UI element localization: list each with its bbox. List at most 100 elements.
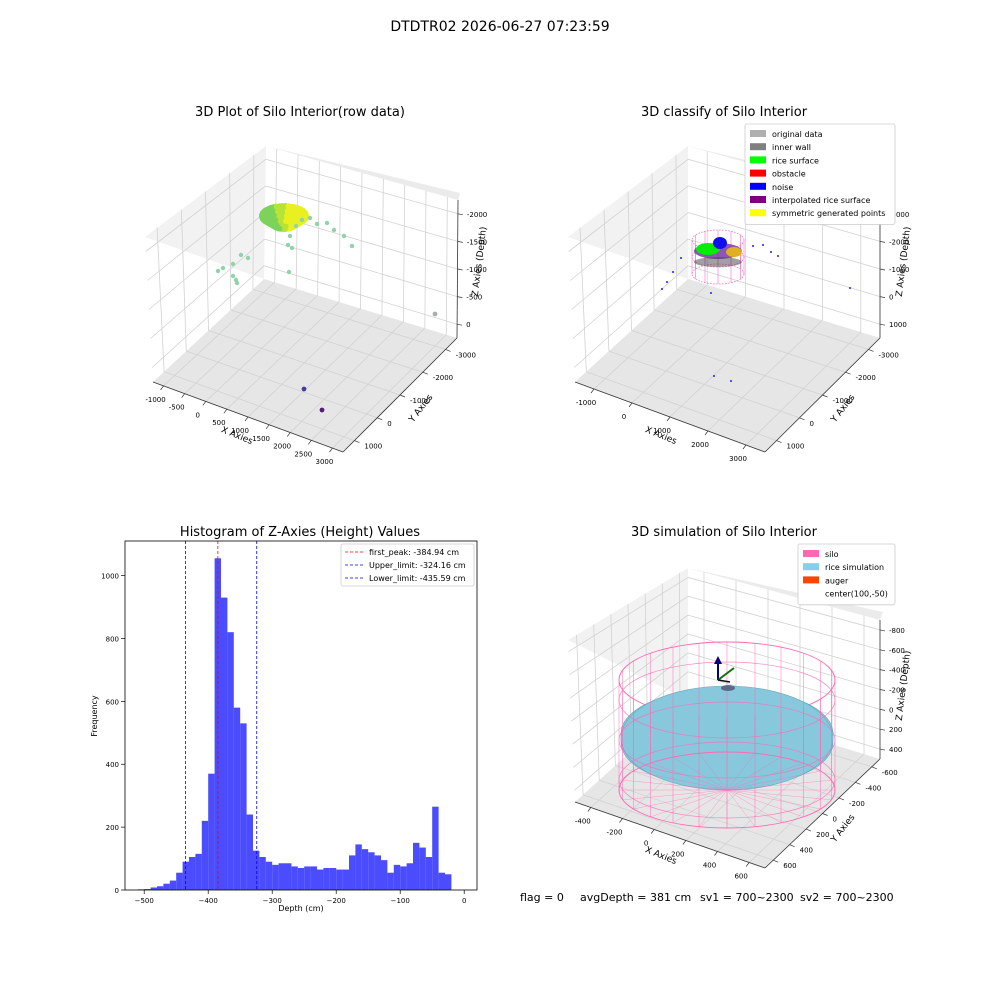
floor-pane [153, 279, 457, 452]
x-tick [704, 430, 709, 436]
histogram-bar [144, 889, 151, 890]
left-pane [568, 568, 688, 700]
simulation-surface [618, 641, 836, 829]
x-tick [745, 862, 750, 867]
legend-swatch [803, 576, 819, 584]
histogram-bar [438, 872, 445, 890]
y-tick [399, 394, 406, 398]
histogram-bar [413, 842, 420, 890]
x-tick [202, 401, 207, 406]
histogram-bar [304, 866, 311, 890]
histogram-bar [253, 850, 260, 890]
silo-floor-spoke [726, 762, 804, 791]
x-tick [682, 840, 687, 845]
x-tick-label: −100 [391, 897, 410, 905]
z-tick [879, 709, 886, 711]
data-point [302, 211, 309, 218]
x-tick [666, 416, 671, 422]
y-grid [230, 309, 423, 373]
z-grid [569, 595, 689, 676]
y-tick-label: 400 [800, 847, 813, 855]
y-tick-label: 1000 [101, 573, 119, 581]
x-tick [628, 402, 633, 408]
legend-label: original data [772, 130, 823, 139]
legend-label: rice simulation [825, 563, 884, 572]
data-point [301, 386, 307, 392]
silo-floor-spoke [622, 779, 728, 791]
x-tick [742, 444, 747, 450]
x-tick-label: −300 [263, 897, 282, 905]
histogram-bar [374, 855, 381, 890]
y-tick-label: -3000 [879, 351, 899, 359]
classify3d-legend: original data inner wall rice surface obsta… [744, 123, 896, 225]
inner-wall [694, 257, 742, 267]
x-tick-label: -400 [575, 818, 591, 826]
silo-floor-spoke [650, 789, 728, 818]
histogram-bar [208, 773, 215, 890]
z-tick-label: 0 [889, 294, 893, 302]
silo-floor-spoke [726, 779, 832, 791]
chart-title: 3D Plot of Silo Interior(row data) [195, 105, 405, 120]
z-tick-label: -600 [889, 647, 905, 655]
z-grid [687, 577, 881, 631]
histogram-bar [201, 820, 209, 890]
histogram-bar [278, 863, 285, 890]
z-tick-label: -1500 [467, 238, 487, 246]
histogram-bar [368, 852, 375, 890]
raw3d-axes: -1000-50005001000150020002500300010000-1… [145, 146, 489, 466]
y-tick [822, 813, 828, 816]
histogram-bar [233, 707, 241, 890]
histogram-bar [240, 723, 247, 890]
legend-label: first_peak: -384.94 cm [369, 548, 459, 557]
x-tick [590, 388, 595, 394]
z-grid [145, 158, 267, 252]
y-tick [871, 766, 877, 770]
x-tick-label: 1000 [653, 427, 671, 435]
data-point [299, 217, 305, 223]
silo-floor-spoke [726, 789, 756, 827]
z-grid [148, 212, 266, 310]
x-tick [714, 851, 718, 856]
z-tick [457, 241, 463, 243]
data-point [307, 215, 313, 221]
data-point [432, 311, 438, 317]
legend-label: symmetric generated points [772, 209, 885, 218]
x-tick-label: 0 [622, 413, 626, 421]
legend-label: silo [825, 550, 839, 559]
data-point [319, 407, 325, 413]
plot-frame [124, 540, 478, 891]
y-tick [868, 349, 874, 352]
y-tick-label: 800 [106, 635, 119, 643]
noise-point [666, 281, 668, 283]
x-tick-label: 3000 [316, 458, 334, 466]
y-tick-label: 600 [106, 698, 119, 706]
z-tick-label: -2000 [467, 211, 487, 219]
data-point [230, 261, 236, 267]
z-tick-label: -1000 [889, 266, 909, 274]
auger-z-arrowhead [714, 656, 722, 664]
y-tick [789, 844, 795, 847]
x-tick [160, 385, 164, 391]
chart-title: Histogram of Z-Axies (Height) Values [180, 525, 420, 540]
noise-point [752, 245, 754, 247]
noise-point [762, 244, 764, 246]
legend-label: interpolated rice surface [772, 196, 870, 205]
z-grid [687, 212, 881, 270]
x-tick-label: -1000 [145, 396, 165, 404]
histogram-bar [349, 855, 356, 890]
x-tick-label: -500 [169, 404, 185, 412]
histogram-bar [157, 886, 164, 890]
noise-point [680, 257, 682, 259]
silo-floor-spoke [698, 789, 728, 827]
histogram-bar [323, 867, 330, 890]
y-grid [615, 765, 807, 830]
z-tick [879, 728, 886, 731]
y-tick-label: -600 [882, 769, 898, 777]
legend-label: center(100,-50) [825, 590, 888, 599]
silo-floor-spoke [726, 789, 832, 801]
z-grid [572, 238, 689, 339]
y-grid [676, 288, 869, 350]
z-tick-label: -1000 [467, 266, 487, 274]
y-grid [631, 330, 823, 396]
